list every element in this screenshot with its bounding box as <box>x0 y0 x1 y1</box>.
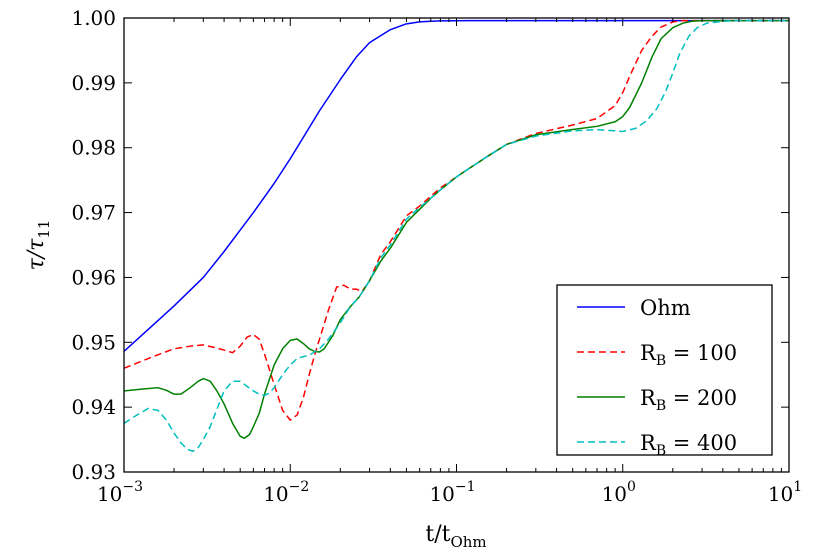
series-line-2 <box>123 19 789 440</box>
y-axis-label: τ/τ11 <box>24 220 53 271</box>
x-axis-label-sub: Ohm <box>450 533 486 551</box>
legend-label-2: RB = 200 <box>640 386 737 414</box>
legend: Ohm RB = 100 RB = 200 RB = 400 <box>556 284 773 459</box>
x-tick-label-2: 10−1 <box>429 479 475 506</box>
x-tick-label-1: 10−2 <box>263 479 309 506</box>
x-tick-label-0: 10−3 <box>97 479 143 506</box>
x-axis-label: t/tOhm <box>425 522 486 551</box>
legend-label-0: Ohm <box>640 296 691 320</box>
x-axis-label-main: t/t <box>425 522 450 547</box>
tick-labels-layer: 0.93 0.94 0.95 0.96 0.97 0.98 0.99 1.00 10−3 10−2… <box>71 6 802 506</box>
y-axis-label-main: τ/τ <box>24 238 49 271</box>
y-tick-label-6: 0.99 <box>71 71 116 95</box>
ticks-layer <box>123 17 790 473</box>
y-tick-label-7: 1.00 <box>71 6 116 30</box>
y-tick-label-2: 0.95 <box>71 330 116 354</box>
y-tick-label-0: 0.93 <box>71 460 116 484</box>
y-tick-label-1: 0.94 <box>71 395 116 419</box>
series-line-1 <box>123 19 789 421</box>
legend-box <box>556 284 773 456</box>
legend-label-1: RB = 100 <box>640 341 737 369</box>
series-line-0 <box>123 19 789 352</box>
y-axis-label-sub: 11 <box>35 220 53 239</box>
y-tick-label-5: 0.98 <box>71 136 116 160</box>
legend-label-3: RB = 400 <box>640 431 737 459</box>
x-tick-label-3: 100 <box>602 479 636 506</box>
series-line-3 <box>123 19 789 452</box>
y-tick-label-3: 0.96 <box>71 265 116 289</box>
x-tick-label-4: 101 <box>768 479 802 506</box>
y-tick-label-4: 0.97 <box>71 201 116 225</box>
series-layer <box>123 19 789 452</box>
